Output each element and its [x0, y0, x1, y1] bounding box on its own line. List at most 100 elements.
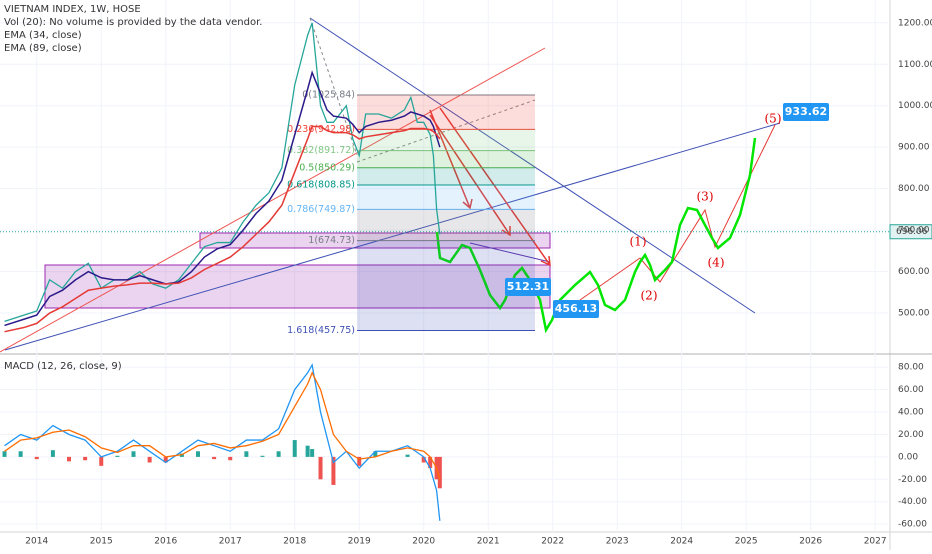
header-volume: Vol (20): No volume is provided by the d… — [4, 17, 262, 28]
y-tick-label: 1100.00 — [898, 60, 932, 70]
x-tick-label: 2023 — [606, 537, 629, 547]
y-tick-label: 0.00 — [898, 452, 918, 462]
zone-box — [44, 264, 551, 309]
last-price-label: 696.06 — [896, 227, 928, 237]
callout-box — [553, 300, 599, 318]
histogram-bar — [244, 451, 249, 457]
labels: VIETNAM INDEX, 1W, HOSE Vol (20): No vol… — [4, 4, 932, 547]
y-tick-label: 700.00 — [898, 226, 930, 236]
callout-box — [783, 103, 829, 121]
trend-line — [0, 47, 546, 353]
drawings — [0, 17, 781, 353]
fib-label: 0.618(808.85) — [287, 179, 355, 190]
header-title: VIETNAM INDEX, 1W, HOSE — [4, 4, 141, 15]
histogram-bar — [421, 456, 426, 463]
histogram-bar — [260, 455, 265, 457]
x-tick-label: 2019 — [348, 537, 371, 547]
y-tick-label: -40.00 — [898, 497, 927, 507]
fib-label: 0.382(891.72) — [287, 145, 355, 156]
histogram-bar — [34, 456, 39, 460]
fib-trend — [356, 99, 536, 163]
fib-label: 0.5(850.29) — [299, 162, 355, 173]
histogram-bar — [428, 456, 433, 469]
wave-label: (3) — [697, 190, 714, 204]
callout-label: 512.31 — [507, 280, 549, 293]
fib-band — [357, 150, 535, 168]
histogram-bar — [437, 456, 442, 489]
price-line — [4, 22, 441, 322]
y-tick-label: 80.00 — [898, 363, 924, 373]
x-tick-label: 2022 — [541, 537, 564, 547]
y-tick-label: 900.00 — [898, 143, 930, 153]
y-tick-label: -60.00 — [898, 520, 927, 530]
x-tick-label: 2025 — [735, 537, 758, 547]
histogram-bar — [50, 450, 55, 457]
wave-line — [579, 124, 776, 301]
histogram-bar — [195, 451, 200, 457]
x-tick-label: 2015 — [90, 537, 113, 547]
wave-label: (4) — [708, 256, 725, 270]
trend-line — [309, 17, 756, 314]
histogram-bar — [83, 456, 88, 461]
fib-label: 0.236(942.98) — [287, 124, 355, 135]
histogram-bar — [147, 456, 152, 463]
fib-label: 1.618(457.75) — [287, 325, 355, 336]
histogram-bar — [310, 449, 315, 457]
header-ema: EMA (89, close) — [4, 43, 82, 54]
histogram-bar — [212, 456, 217, 460]
ema-line — [4, 125, 441, 333]
callout-label: 456.13 — [555, 302, 597, 315]
trend-line — [4, 122, 781, 351]
y-tick-label: 40.00 — [898, 408, 924, 418]
x-tick-label: 2026 — [799, 537, 822, 547]
histogram-bar — [405, 454, 410, 457]
histogram-bar — [2, 451, 7, 457]
arrow — [439, 107, 551, 267]
x-tick-label: 2017 — [219, 537, 242, 547]
trend-line — [469, 242, 551, 263]
ema-line — [4, 70, 441, 327]
fib-band — [357, 95, 535, 130]
y-tick-label: 60.00 — [898, 385, 924, 395]
histogram-bar — [163, 456, 168, 463]
histogram-bar — [115, 455, 120, 457]
histogram-bar — [331, 456, 336, 485]
wave-label: (1) — [630, 235, 647, 249]
plot: 696.06 933.62 512.31 456.13 (1) (2) (3) (4) (5) — [0, 22, 932, 521]
x-tick-label: 2014 — [25, 537, 48, 547]
x-tick-label: 2027 — [864, 537, 887, 547]
y-tick-label: 800.00 — [898, 184, 930, 194]
histogram-bar — [357, 456, 362, 466]
histogram-bar — [305, 445, 310, 457]
histogram-bar — [276, 451, 281, 457]
y-tick-label: 1000.00 — [898, 101, 932, 111]
histogram-bar — [373, 451, 378, 457]
histogram-bar — [18, 451, 23, 457]
macd-title: MACD (12, 26, close, 9) — [4, 361, 122, 372]
fib-label: 0.786(749.87) — [287, 204, 355, 215]
histogram-bar — [228, 456, 233, 461]
y-tick-label: -20.00 — [898, 475, 927, 485]
histogram-bar — [67, 456, 72, 462]
fib-band — [357, 209, 535, 241]
grid — [0, 0, 890, 532]
projection-path — [435, 137, 757, 334]
y-tick-label: 500.00 — [898, 309, 930, 319]
x-tick-label: 2020 — [412, 537, 435, 547]
callout-label: 933.62 — [785, 105, 827, 118]
y-tick-label: 1200.00 — [898, 18, 932, 28]
signal-line — [4, 371, 441, 480]
y-tick-label: 600.00 — [898, 267, 930, 277]
fib-trend — [309, 17, 358, 156]
x-tick-label: 2016 — [154, 537, 177, 547]
x-tick-label: 2021 — [477, 537, 500, 547]
header-ema: EMA (34, close) — [4, 30, 82, 41]
last-price-tag — [889, 224, 932, 240]
x-tick-label: 2018 — [283, 537, 306, 547]
x-tick-label: 2024 — [670, 537, 693, 547]
y-tick-label: 20.00 — [898, 430, 924, 440]
fib-label: 1(674.73) — [308, 235, 355, 246]
fib-band — [357, 184, 535, 210]
histogram-bar — [292, 440, 297, 457]
